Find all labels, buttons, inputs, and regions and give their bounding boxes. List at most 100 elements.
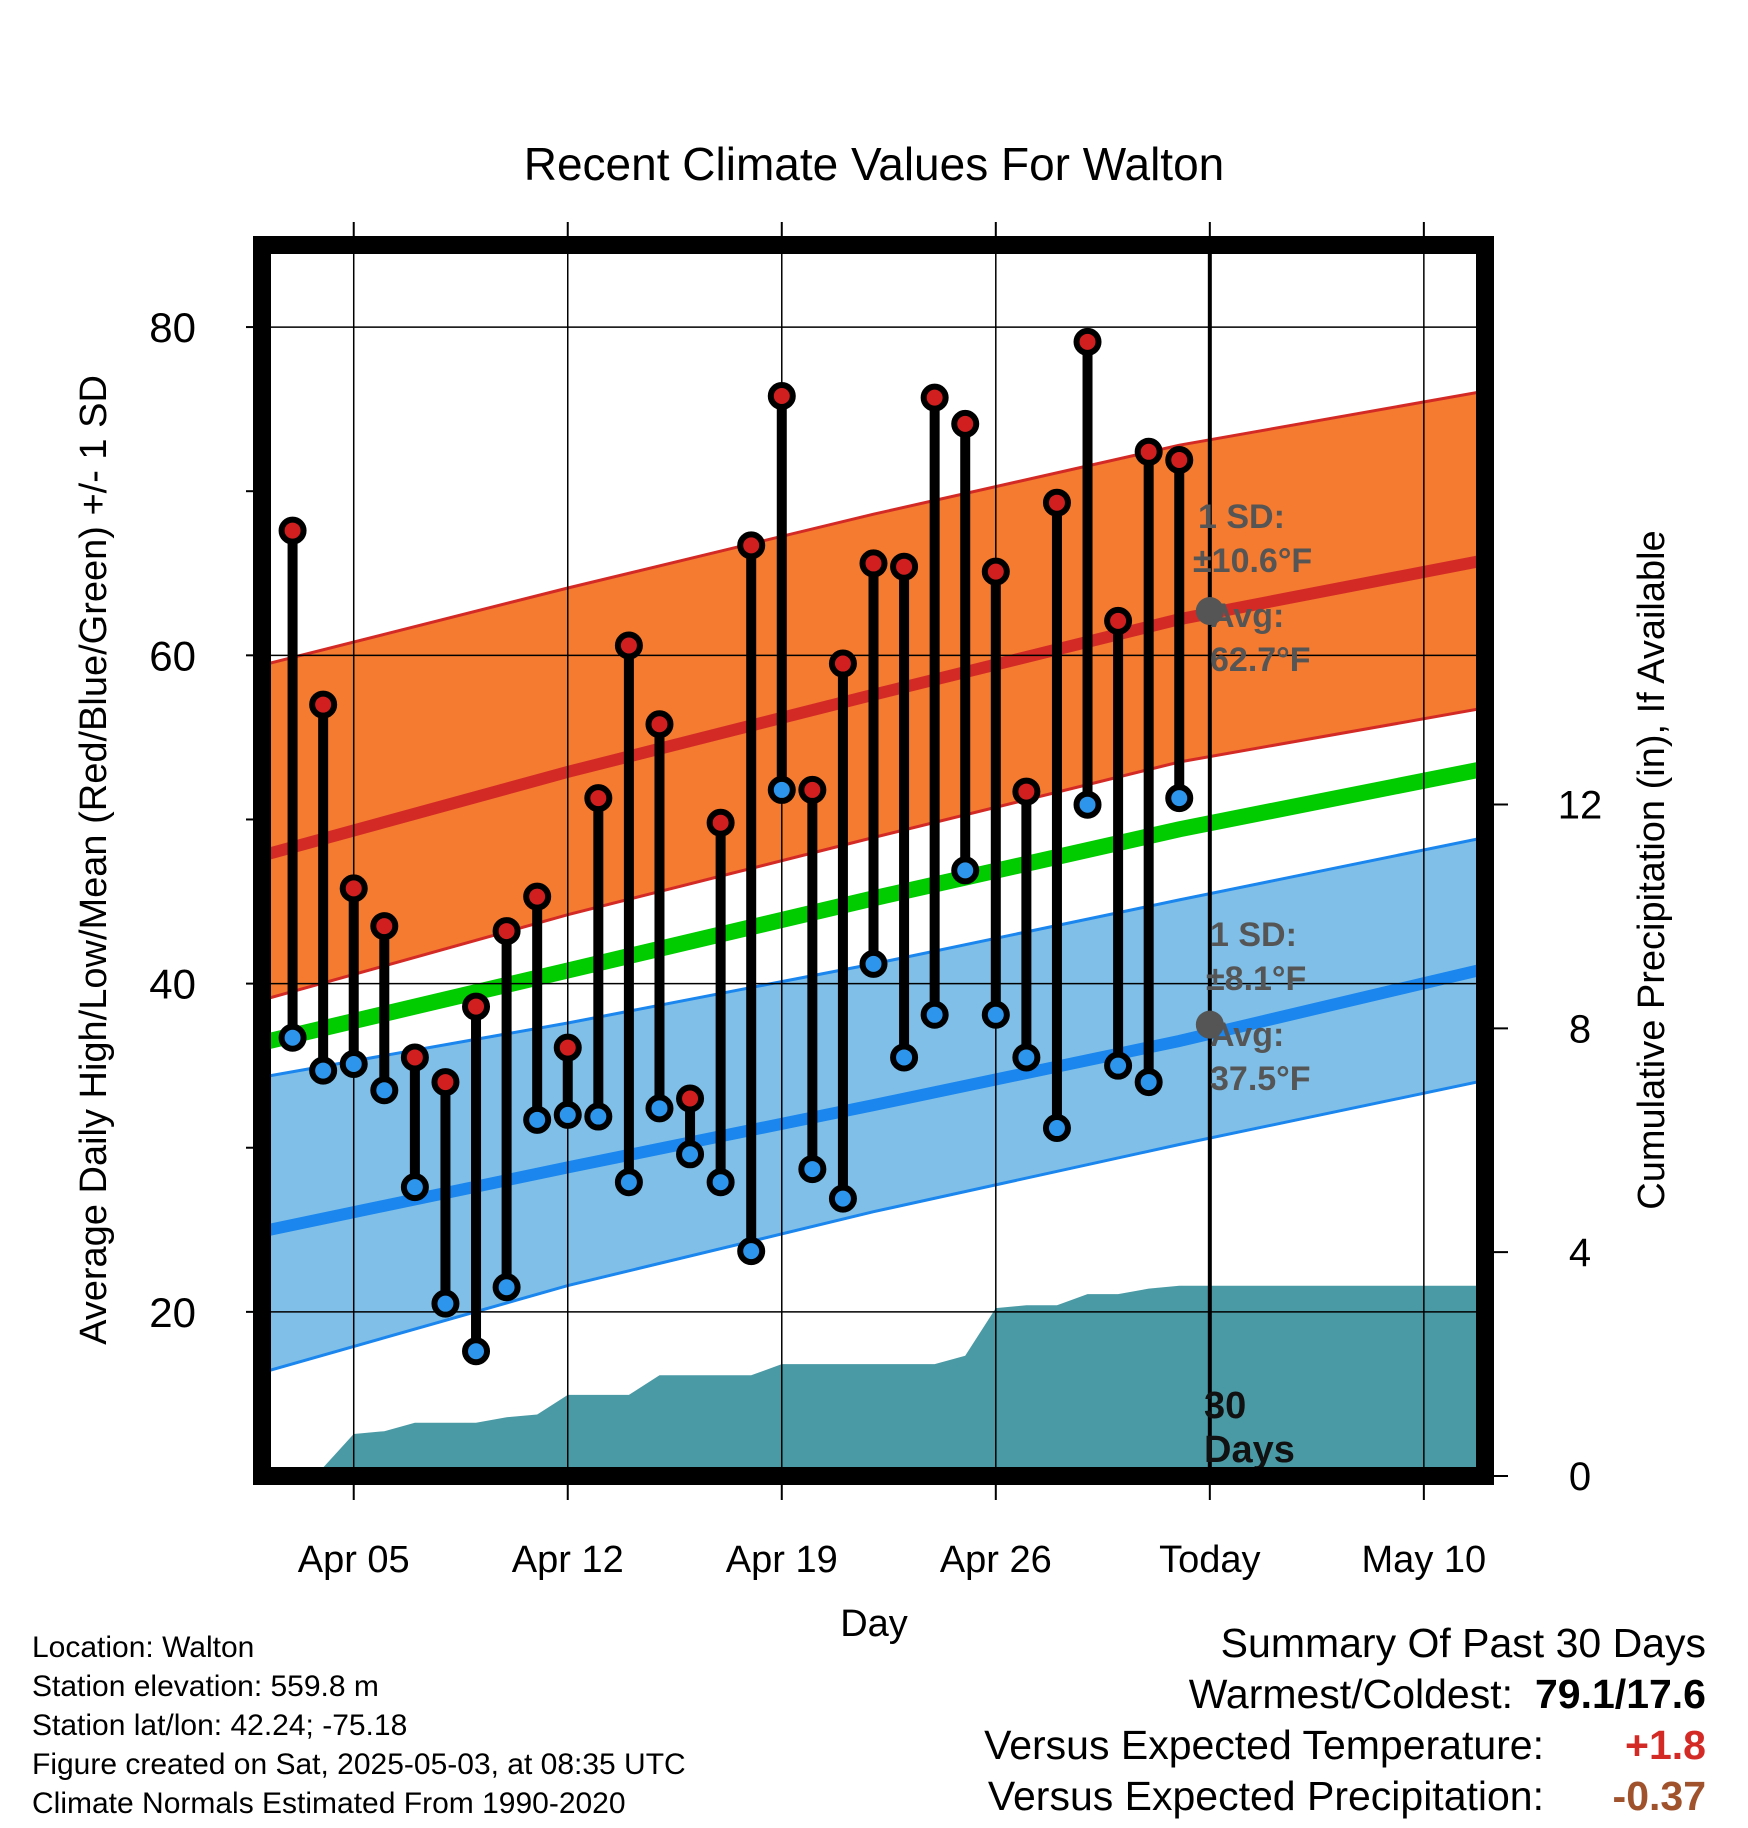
y2-tick-label: 4 bbox=[1569, 1231, 1591, 1275]
high-sd-value: ±10.6°F bbox=[1193, 542, 1312, 580]
precip-value: -0.37 bbox=[1612, 1773, 1706, 1819]
low-temp-point bbox=[309, 1056, 338, 1085]
station-info: Location: Walton Station elevation: 559.… bbox=[32, 1628, 686, 1823]
created-text: Figure created on Sat, 2025-05-03, at 08… bbox=[32, 1748, 686, 1781]
x-tick-label: Today bbox=[1159, 1539, 1260, 1581]
high-temp-point bbox=[951, 409, 980, 438]
low-temp-point bbox=[400, 1173, 429, 1202]
latlon-text: Station lat/lon: 42.24; -75.18 bbox=[32, 1709, 408, 1742]
low-temp-point bbox=[645, 1094, 674, 1123]
high-temp-point bbox=[1134, 437, 1163, 466]
x-tick-label: Apr 26 bbox=[940, 1539, 1052, 1581]
x-tick-label: Apr 05 bbox=[298, 1539, 410, 1581]
summary-panel: Summary Of Past 30 Days Warmest/Coldest:… bbox=[984, 1618, 1706, 1822]
normals-text: Climate Normals Estimated From 1990-2020 bbox=[32, 1787, 626, 1820]
low-temp-point bbox=[920, 1000, 949, 1029]
low-temp-point bbox=[462, 1337, 491, 1366]
chart-title: Recent Climate Values For Walton bbox=[524, 138, 1225, 190]
y2-tick-label: 8 bbox=[1569, 1007, 1591, 1051]
temp-label: Versus Expected Temperature: bbox=[984, 1722, 1544, 1768]
summary-warm-cold: Warmest/Coldest: 79.1/17.6 bbox=[984, 1669, 1706, 1720]
plot-area: Apr 05 Apr 12 Apr 19 Apr 26 Today May 1020406… bbox=[149, 222, 1602, 1581]
low-avg-value: 37.5°F bbox=[1210, 1060, 1311, 1098]
y2-tick-label: 0 bbox=[1569, 1455, 1591, 1499]
high-avg-marker bbox=[1195, 597, 1224, 626]
high-temp-point bbox=[737, 531, 766, 560]
high-temp-point bbox=[645, 710, 674, 739]
low-sd-value: ±8.1°F bbox=[1206, 960, 1306, 998]
y-tick-label: 60 bbox=[149, 632, 196, 679]
high-temp-point bbox=[890, 552, 919, 581]
days-label-word: Days bbox=[1204, 1429, 1295, 1471]
low-temp-point bbox=[278, 1023, 307, 1052]
elevation-text: Station elevation: 559.8 m bbox=[32, 1670, 379, 1703]
low-temp-point bbox=[431, 1289, 460, 1318]
high-temp-point bbox=[767, 382, 796, 411]
precip-label: Versus Expected Precipitation: bbox=[987, 1773, 1544, 1819]
high-temp-point bbox=[859, 549, 888, 578]
x-tick-label: May 10 bbox=[1362, 1539, 1487, 1581]
summary-title: Summary Of Past 30 Days bbox=[1220, 1620, 1706, 1666]
low-temp-point bbox=[1104, 1051, 1133, 1080]
high-temp-point bbox=[309, 690, 338, 719]
low-temp-point bbox=[798, 1155, 827, 1184]
high-temp-point bbox=[431, 1068, 460, 1097]
low-temp-point bbox=[370, 1076, 399, 1105]
location-text: Location: Walton bbox=[32, 1631, 255, 1664]
high-temp-point bbox=[1073, 327, 1102, 356]
normal-low-line bbox=[262, 962, 1485, 1238]
y-axis-label: Average Daily High/Low/Mean (Red/Blue/Gr… bbox=[73, 375, 115, 1345]
low-temp-point bbox=[1165, 784, 1194, 813]
high-temp-point bbox=[706, 808, 735, 837]
high-avg-label: Avg: bbox=[1210, 597, 1284, 635]
low-temp-point bbox=[1073, 790, 1102, 819]
low-temp-point bbox=[523, 1105, 552, 1134]
low-temp-point bbox=[737, 1237, 766, 1266]
high-band-upper-line bbox=[262, 389, 1485, 667]
low-temp-point bbox=[339, 1050, 368, 1079]
high-temp-point bbox=[400, 1043, 429, 1072]
plot-frame bbox=[253, 236, 1494, 1485]
x-axis-label: Day bbox=[840, 1603, 908, 1645]
low-temp-point bbox=[553, 1100, 582, 1129]
low-temp-point bbox=[981, 1000, 1010, 1029]
y2-axis-label: Cumulative Precipitation (in), If Availa… bbox=[1631, 530, 1673, 1209]
y-tick-label: 40 bbox=[149, 961, 196, 1008]
y-tick-label: 20 bbox=[149, 1289, 196, 1336]
low-temp-point bbox=[614, 1168, 643, 1197]
summary-precip: Versus Expected Precipitation: -0.37 bbox=[984, 1771, 1706, 1822]
low-temp-point bbox=[1012, 1043, 1041, 1072]
high-temp-point bbox=[523, 882, 552, 911]
low-band-lower-line bbox=[262, 1078, 1485, 1375]
high-temp-point bbox=[370, 912, 399, 941]
warm-cold-value: 79.1/17.6 bbox=[1535, 1671, 1706, 1717]
low-avg-label: Avg: bbox=[1210, 1016, 1284, 1054]
temp-value: +1.8 bbox=[1625, 1722, 1706, 1768]
high-sd-label: 1 SD: bbox=[1198, 498, 1285, 536]
low-sd-label: 1 SD: bbox=[1210, 916, 1297, 954]
summary-temp: Versus Expected Temperature: +1.8 bbox=[984, 1720, 1706, 1771]
low-temp-point bbox=[767, 775, 796, 804]
high-temp-point bbox=[1042, 488, 1071, 517]
low-temp-point bbox=[1134, 1068, 1163, 1097]
high-temp-point bbox=[614, 631, 643, 660]
low-temp-point bbox=[492, 1273, 521, 1302]
high-temp-point bbox=[828, 649, 857, 678]
low-temp-point bbox=[828, 1184, 857, 1213]
low-temp-point bbox=[584, 1102, 613, 1131]
y-tick-label: 80 bbox=[149, 304, 196, 351]
low-avg-marker bbox=[1195, 1010, 1224, 1039]
low-temp-point bbox=[859, 949, 888, 978]
high-temp-point bbox=[492, 917, 521, 946]
high-avg-value: 62.7°F bbox=[1210, 641, 1311, 679]
high-temp-point bbox=[676, 1084, 705, 1113]
high-temp-point bbox=[1165, 446, 1194, 475]
low-temp-point bbox=[1042, 1114, 1071, 1143]
high-temp-point bbox=[798, 775, 827, 804]
high-temp-point bbox=[920, 383, 949, 412]
high-temp-point bbox=[981, 557, 1010, 586]
high-temp-point bbox=[584, 784, 613, 813]
high-temp-point bbox=[462, 992, 491, 1021]
high-temp-point bbox=[1012, 777, 1041, 806]
